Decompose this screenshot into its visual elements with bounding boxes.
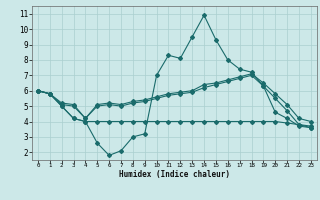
X-axis label: Humidex (Indice chaleur): Humidex (Indice chaleur)	[119, 170, 230, 179]
